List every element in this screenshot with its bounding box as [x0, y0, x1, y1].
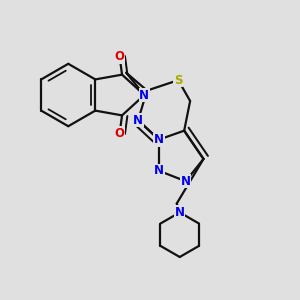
Text: N: N	[154, 164, 164, 177]
Text: N: N	[181, 175, 191, 188]
Text: N: N	[139, 88, 149, 101]
Text: N: N	[175, 206, 185, 219]
Text: O: O	[115, 50, 125, 63]
Text: N: N	[133, 114, 143, 127]
Text: O: O	[115, 127, 125, 140]
Text: N: N	[154, 133, 164, 146]
Text: S: S	[174, 74, 182, 87]
